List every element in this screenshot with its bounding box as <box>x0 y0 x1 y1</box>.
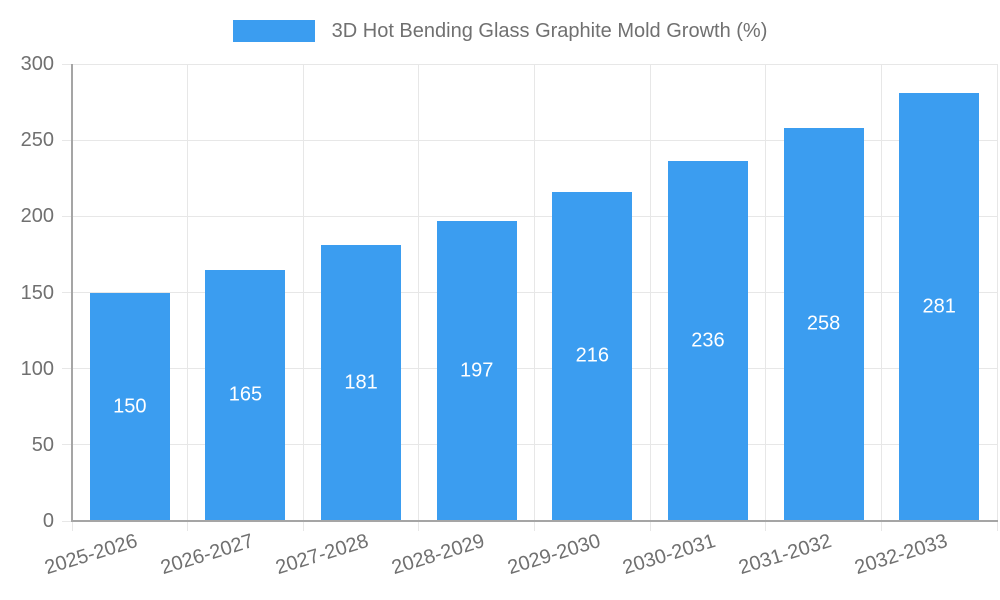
x-tick <box>187 521 189 531</box>
x-axis-label: 2030-2031 <box>620 530 719 580</box>
x-axis-line <box>71 520 998 522</box>
bar[interactable] <box>552 191 633 521</box>
bar-value-label: 236 <box>691 329 725 352</box>
bar-value-label: 281 <box>922 295 956 318</box>
bar-value-label: 181 <box>344 371 378 394</box>
x-axis-label: 2026-2027 <box>157 530 256 580</box>
y-tick <box>62 520 72 522</box>
x-gridline <box>880 64 882 521</box>
x-tick <box>880 521 882 531</box>
x-axis-label: 2025-2026 <box>42 530 141 580</box>
bar-value-label: 216 <box>575 344 609 367</box>
x-tick <box>418 521 420 531</box>
legend-label: 3D Hot Bending Glass Graphite Mold Growt… <box>331 20 768 42</box>
y-axis-label: 300 <box>20 53 54 75</box>
x-axis-label: 2028-2029 <box>389 530 488 580</box>
x-gridline <box>187 64 189 521</box>
x-axis-label: 2027-2028 <box>273 530 372 580</box>
legend: 3D Hot Bending Glass Graphite Mold Growt… <box>0 20 1000 42</box>
bar-value-label: 258 <box>806 312 841 335</box>
y-axis-line <box>71 64 73 522</box>
x-gridline <box>649 64 651 521</box>
y-tick <box>62 444 72 446</box>
y-axis-label: 150 <box>20 281 54 304</box>
x-tick <box>534 521 535 531</box>
y-axis-label: 100 <box>20 357 54 380</box>
bar[interactable] <box>205 269 286 521</box>
y-tick <box>62 292 72 293</box>
y-axis-label: 0 <box>42 510 54 532</box>
y-tick <box>62 139 72 141</box>
x-axis-label: 2029-2030 <box>504 530 603 580</box>
y-tick <box>62 63 72 65</box>
x-gridline <box>534 64 535 521</box>
bar[interactable] <box>321 245 402 521</box>
x-axis-label: 2032-2033 <box>851 530 950 580</box>
x-tick <box>765 521 767 531</box>
y-axis-label: 200 <box>20 205 54 228</box>
legend-swatch-icon <box>232 20 315 42</box>
x-gridline <box>418 64 420 521</box>
y-axis-label: 50 <box>31 433 54 456</box>
y-tick <box>62 368 72 370</box>
bar-value-label: 165 <box>228 383 263 406</box>
bar[interactable] <box>667 161 748 521</box>
bar[interactable] <box>89 292 170 521</box>
x-tick <box>71 521 73 531</box>
x-gridline <box>765 64 767 521</box>
bar[interactable] <box>783 127 864 521</box>
x-tick <box>302 521 304 531</box>
x-axis-label: 2031-2032 <box>736 530 834 580</box>
y-tick <box>62 215 72 217</box>
x-tick <box>996 521 998 531</box>
y-axis-label: 250 <box>20 129 54 152</box>
bar[interactable] <box>436 220 517 521</box>
plot-area: 0 50 100 150 200 250 300 150 2025-2026 165 2026-20… <box>21 53 998 579</box>
bar-value-label: 197 <box>460 359 494 382</box>
legend-item[interactable]: 3D Hot Bending Glass Graphite Mold Growt… <box>232 20 768 42</box>
bar[interactable] <box>899 92 980 521</box>
x-gridline <box>302 64 304 521</box>
bar-value-label: 150 <box>113 395 147 418</box>
x-gridline <box>996 64 998 521</box>
x-tick <box>649 521 651 531</box>
